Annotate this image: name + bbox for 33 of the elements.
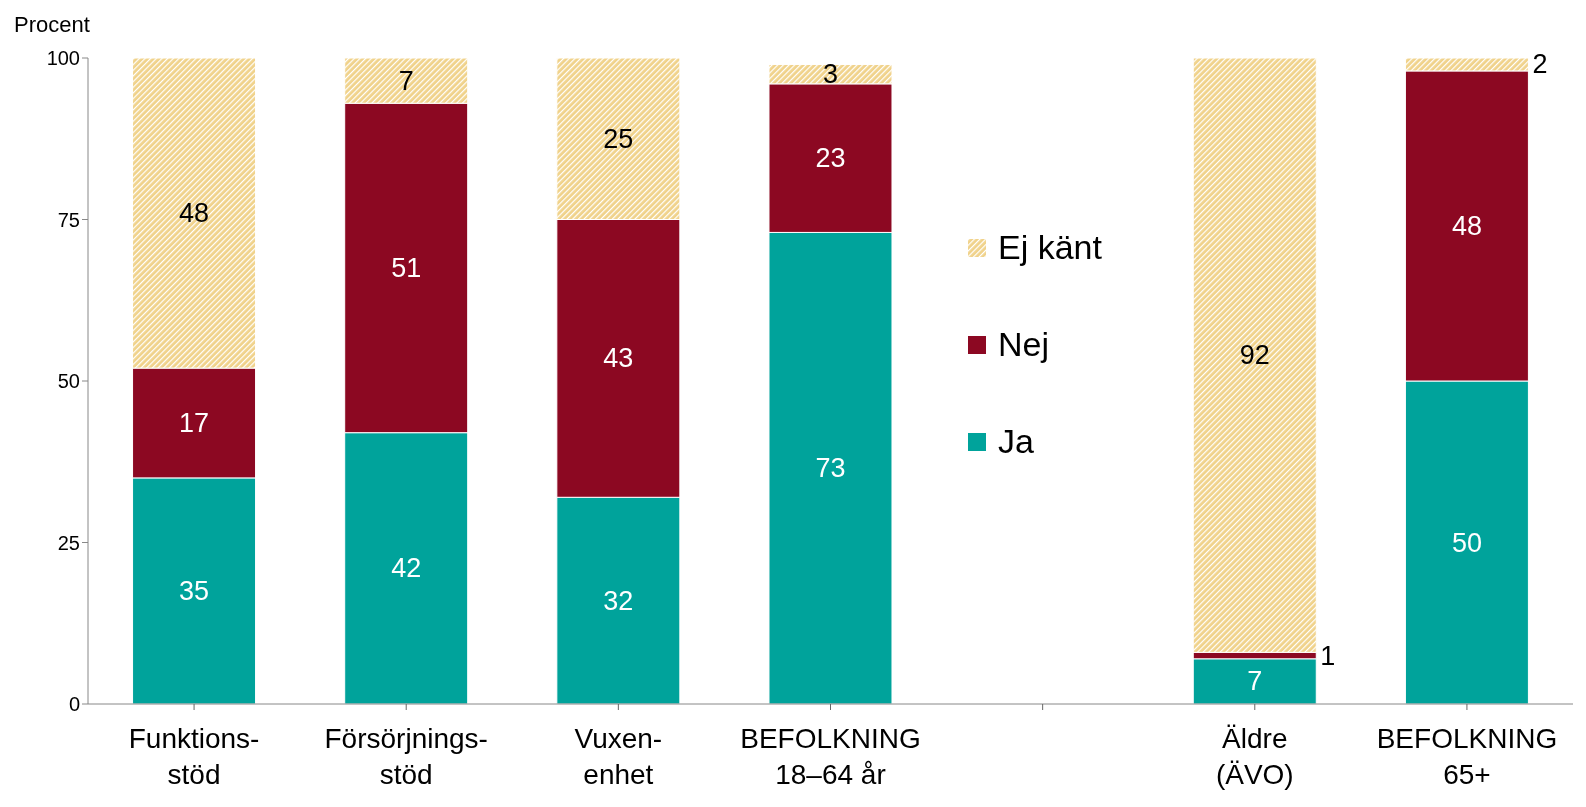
- data-label: 32: [603, 585, 634, 616]
- data-label: 3: [822, 59, 838, 90]
- data-label: 48: [1451, 210, 1482, 241]
- x-tick-label: Funktions- stöd: [128, 723, 260, 790]
- legend-label: Nej: [998, 325, 1050, 364]
- data-label: 43: [603, 343, 634, 374]
- data-label: 73: [815, 453, 846, 484]
- data-label: 25: [603, 123, 634, 154]
- data-label: 17: [179, 407, 210, 438]
- x-tick-label: Vuxen- enhet: [574, 723, 663, 790]
- x-tick-label: Äldre (ÄVO): [1215, 723, 1294, 790]
- data-label: 35: [179, 575, 210, 606]
- y-tick-label: 50: [57, 370, 80, 393]
- x-tick-label: BEFOLKNING 18–64 år: [740, 723, 921, 790]
- data-label: 51: [391, 252, 422, 283]
- y-tick-label: 75: [57, 208, 80, 231]
- y-tick-label: 25: [57, 531, 80, 554]
- legend-label: Ja: [998, 422, 1034, 461]
- x-tick-label: Försörjnings- stöd: [324, 723, 488, 790]
- y-tick-label: 100: [46, 47, 80, 70]
- y-tick-label: 0: [68, 693, 80, 716]
- data-label: 7: [1247, 666, 1263, 697]
- y-axis-title: Procent: [14, 12, 90, 38]
- data-label: 23: [815, 143, 846, 174]
- data-label: 1: [1320, 640, 1336, 671]
- data-label: 48: [179, 198, 210, 229]
- data-label: 7: [398, 65, 414, 96]
- data-label: 92: [1239, 340, 1270, 371]
- data-label: 50: [1451, 527, 1482, 558]
- data-label: 42: [391, 553, 422, 584]
- legend-label: Ej känt: [998, 228, 1102, 267]
- data-label: 2: [1532, 49, 1548, 80]
- x-tick-label: BEFOLKNING 65+: [1376, 723, 1558, 790]
